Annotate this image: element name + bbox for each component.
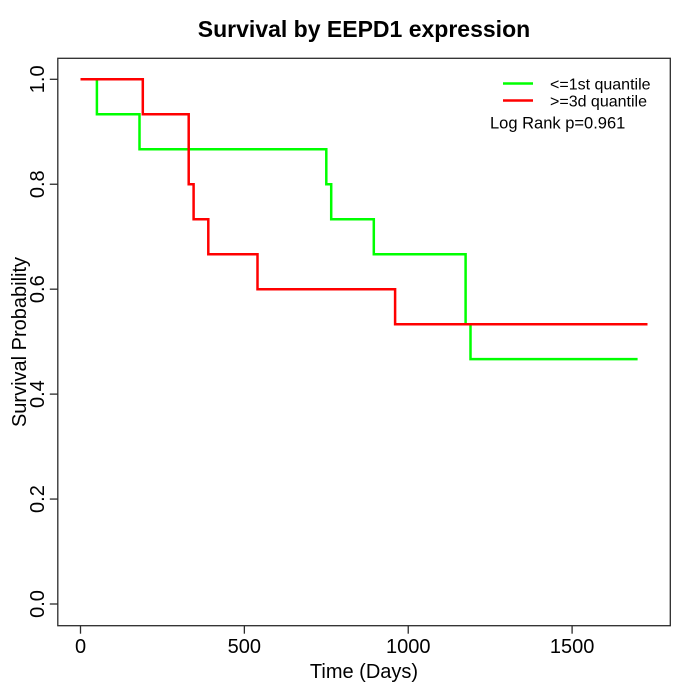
y-tick-label: 0.4: [27, 380, 49, 408]
survival-curve-third-quantile: [80, 78, 648, 326]
x-tick-label: 0: [75, 636, 86, 658]
y-tick-label: 0.6: [27, 275, 49, 303]
x-axis-ticks: 0 500 1000 1500: [75, 625, 595, 658]
plot-frame: [57, 57, 671, 627]
y-tick-label: 1.0: [27, 65, 49, 93]
y-tick-label: 0.0: [27, 590, 49, 618]
x-tick-label: 1500: [550, 636, 595, 658]
legend-label-third-quantile: >=3d quantile: [550, 94, 647, 111]
log-rank-annotation: Log Rank p=0.961: [490, 115, 625, 133]
y-axis-ticks: 0.0 0.2 0.4 0.6 0.8 1.0: [27, 65, 58, 618]
legend-label-first-quantile: <=1st quantile: [550, 77, 651, 94]
chart-title: Survival by EEPD1 expression: [198, 16, 530, 42]
y-tick-label: 0.2: [27, 485, 49, 513]
survival-curves: [80, 78, 648, 361]
legend-line-samples: [503, 82, 533, 102]
x-tick-label: 500: [228, 636, 261, 658]
x-axis-title: Time (Days): [310, 661, 418, 683]
x-tick-label: 1000: [386, 636, 431, 658]
y-axis-title: Survival Probability: [9, 257, 31, 427]
y-tick-label: 0.8: [27, 170, 49, 198]
